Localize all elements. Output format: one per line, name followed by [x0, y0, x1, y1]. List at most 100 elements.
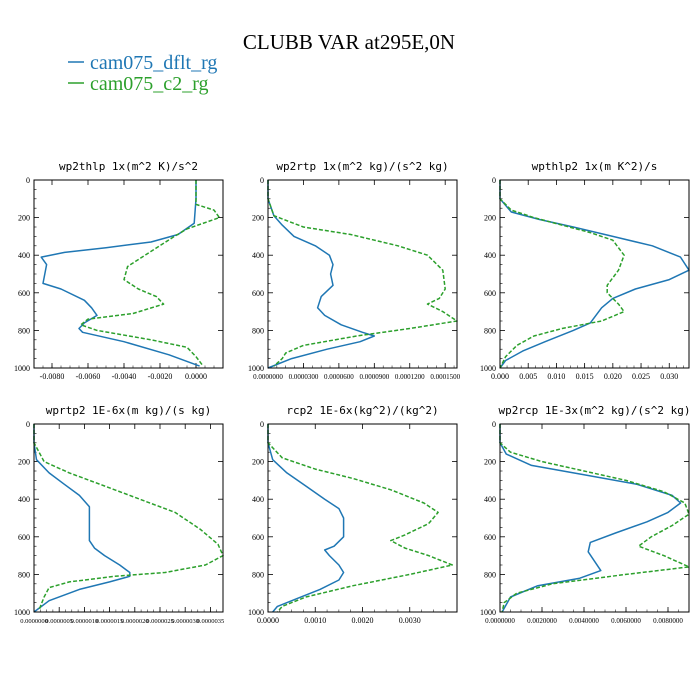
x-tick-label: 0.0030	[399, 616, 421, 625]
x-tick-label: 0.0080000	[653, 617, 683, 625]
x-tick-label: 0.005	[519, 372, 537, 381]
y-tick-label: 1000	[14, 608, 30, 617]
y-tick-label: 400	[252, 251, 264, 260]
plot-frame	[267, 179, 458, 369]
series-line-c2	[499, 180, 625, 369]
legend-label-dflt: cam075_dflt_rg	[90, 52, 217, 74]
panel-title: wp2rtp 1x(m^2 kg)/(s^2 kg)	[276, 160, 448, 173]
series-line-dflt	[33, 424, 131, 613]
x-tick-label: 0.0000005	[45, 618, 73, 625]
plot-frame	[499, 179, 690, 369]
legend-label-c2: cam075_c2_rg	[90, 73, 209, 95]
series-line-dflt	[499, 424, 682, 613]
x-tick-label: -0.0080	[40, 372, 65, 381]
panel-title: wp2thlp 1x(m^2 K)/s^2	[59, 160, 198, 173]
y-tick-label: 200	[18, 214, 30, 223]
y-tick-label: 200	[484, 458, 496, 467]
x-tick-label: 0.0000020	[121, 618, 149, 625]
y-tick-label: 0	[26, 176, 30, 185]
y-tick-label: 800	[484, 326, 496, 335]
x-tick-label: 0.0000000	[485, 617, 515, 625]
y-tick-label: 800	[252, 326, 264, 335]
x-tick-label: 0.0020	[352, 616, 374, 625]
x-tick-label: 0.0020000	[527, 617, 557, 625]
y-tick-label: 600	[484, 533, 496, 542]
panel-4: wprtp2 1E-6x(m kg)/(s kg) 0 200 400 600 800 10…	[14, 404, 224, 625]
panel-title: rcp2 1E-6x(kg^2)/(kg^2)	[286, 404, 438, 417]
x-tick-label: 0.0001200	[395, 373, 425, 381]
x-tick-label: 0.0000000	[253, 373, 283, 381]
x-tick-label: 0.0000025	[146, 618, 174, 625]
plot-frame	[499, 423, 690, 613]
x-tick-label: 0.0000015	[96, 618, 124, 625]
panel-5: rcp2 1E-6x(kg^2)/(kg^2) 0 200 400 600 800 1000…	[248, 404, 458, 625]
x-tick-label: 0.0010	[304, 616, 326, 625]
panel-title: wp2rcp 1E-3x(m^2 kg)/(s^2 kg)	[498, 404, 690, 417]
panel-1: wp2thlp 1x(m^2 K)/s^2 0 200 400 600 800 1000 -0…	[14, 160, 224, 381]
y-tick-label: 600	[18, 289, 30, 298]
y-tick-label: 800	[18, 570, 30, 579]
x-tick-label: -0.0040	[112, 372, 137, 381]
x-tick-label: 0.0040000	[569, 617, 599, 625]
series-line-c2	[267, 424, 454, 613]
series-line-dflt	[267, 424, 345, 613]
x-tick-label: 0.030	[660, 372, 678, 381]
y-tick-label: 600	[252, 289, 264, 298]
x-tick-label: -0.0060	[76, 372, 101, 381]
x-tick-label: 0.0000030	[171, 618, 199, 625]
y-tick-label: 1000	[480, 364, 496, 373]
series-line-c2	[267, 180, 458, 367]
series-line-c2	[499, 424, 690, 613]
figure-title: CLUBB VAR at295E,0N	[243, 30, 455, 54]
panel-title: wpthlp2 1x(m K^2)/s	[532, 160, 658, 173]
y-tick-label: 200	[252, 458, 264, 467]
panel-3: wpthlp2 1x(m K^2)/s020040060080010000.00…	[480, 160, 690, 381]
x-tick-label: 0.0060000	[611, 617, 641, 625]
x-tick-label: 0.000	[491, 372, 509, 381]
x-tick-label: -0.0020	[148, 372, 173, 381]
x-tick-label: 0.0000010	[71, 618, 99, 625]
plot-frame	[267, 423, 458, 613]
x-tick-label: 0.0000300	[289, 373, 319, 381]
y-tick-label: 200	[252, 214, 264, 223]
x-tick-label: 0.0000600	[324, 373, 354, 381]
panels: wp2thlp 1x(m^2 K)/s^2 0 200 400 600 800 1000 -0…	[14, 160, 691, 625]
y-tick-label: 800	[18, 326, 30, 335]
y-tick-label: 600	[18, 533, 30, 542]
x-tick-label: 0.010	[547, 372, 565, 381]
y-tick-label: 0	[492, 176, 496, 185]
y-tick-label: 0	[260, 420, 264, 429]
y-tick-label: 600	[252, 533, 264, 542]
y-tick-label: 800	[252, 570, 264, 579]
series-line-c2	[80, 180, 221, 367]
y-tick-label: 400	[484, 251, 496, 260]
x-tick-label: 0.025	[632, 372, 650, 381]
panel-2: wp2rtp 1x(m^2 kg)/(s^2 kg) 0 200 400 600 800 1…	[248, 160, 461, 381]
y-tick-label: 400	[18, 251, 30, 260]
legend: cam075_dflt_rg cam075_c2_rg	[68, 52, 217, 95]
series-line-c2	[33, 424, 224, 611]
y-tick-label: 400	[18, 495, 30, 504]
y-tick-label: 0	[26, 420, 30, 429]
panel-6: wp2rcp 1E-3x(m^2 kg)/(s^2 kg)0 200 400 600 8…	[480, 404, 691, 625]
y-tick-label: 400	[484, 495, 496, 504]
y-tick-label: 1000	[14, 364, 30, 373]
plot-frame	[33, 179, 224, 369]
x-tick-label: 0.0000900	[359, 373, 389, 381]
plot-frame	[33, 423, 224, 613]
x-tick-label: 0.0000	[257, 616, 279, 625]
x-tick-label: 0.015	[576, 372, 594, 381]
x-tick-label: 0.0000000	[20, 618, 48, 625]
series-line-dflt	[40, 180, 200, 367]
y-tick-label: 600	[484, 289, 496, 298]
y-tick-label: 200	[484, 214, 496, 223]
x-tick-label: 0.0000035	[197, 618, 225, 625]
y-tick-label: 1000	[248, 364, 264, 373]
series-line-dflt	[499, 180, 690, 369]
x-tick-label: 0.0001500	[430, 373, 460, 381]
y-tick-label: 800	[484, 570, 496, 579]
y-tick-label: 400	[252, 495, 264, 504]
series-line-dflt	[267, 180, 376, 369]
y-tick-label: 0	[492, 420, 496, 429]
